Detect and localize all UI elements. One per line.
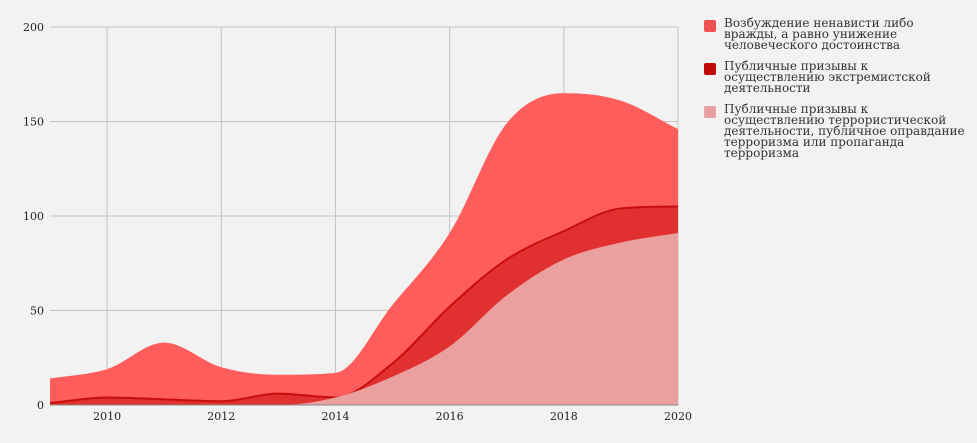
x-tick-label-2018: 2018	[550, 410, 578, 423]
chart-areas	[49, 93, 679, 406]
axes: 0 50 100 150 200 2010 2012 2014 2016 2018 2020	[23, 21, 692, 423]
legend-swatch-hatred	[704, 20, 716, 32]
x-tick-label-2020: 2020	[664, 410, 692, 423]
legend-label-extremism: Публичные призывы к осуществлению экстре…	[724, 59, 931, 95]
x-tick-label-2010: 2010	[93, 410, 121, 423]
legend-item-extremism[interactable]: Публичные призывы к осуществлению экстре…	[704, 59, 966, 95]
legend-swatch-extremism	[704, 63, 716, 75]
y-tick-label-100: 100	[23, 210, 44, 223]
y-tick-label-150: 150	[23, 116, 44, 129]
x-tick-label-2014: 2014	[321, 410, 349, 423]
area-terrorism	[50, 233, 678, 405]
y-tick-label-200: 200	[23, 21, 44, 34]
legend-label-hatred: Возбуждение ненависти либо вражды, а рав…	[724, 16, 914, 52]
y-tick-label-0: 0	[37, 399, 44, 412]
x-tick-label-2016: 2016	[436, 410, 464, 423]
legend: Возбуждение ненависти либо вражды, а рав…	[704, 16, 966, 169]
legend-label-terrorism: Публичные призывы к осуществлению террор…	[724, 102, 965, 160]
legend-item-terrorism[interactable]: Публичные призывы к осуществлению террор…	[704, 102, 966, 160]
legend-item-hatred[interactable]: Возбуждение ненависти либо вражды, а рав…	[704, 16, 966, 52]
y-tick-label-50: 50	[30, 305, 44, 318]
line-extremism	[49, 205, 679, 405]
x-tick-label-2012: 2012	[207, 410, 235, 423]
legend-swatch-terrorism	[704, 106, 716, 118]
